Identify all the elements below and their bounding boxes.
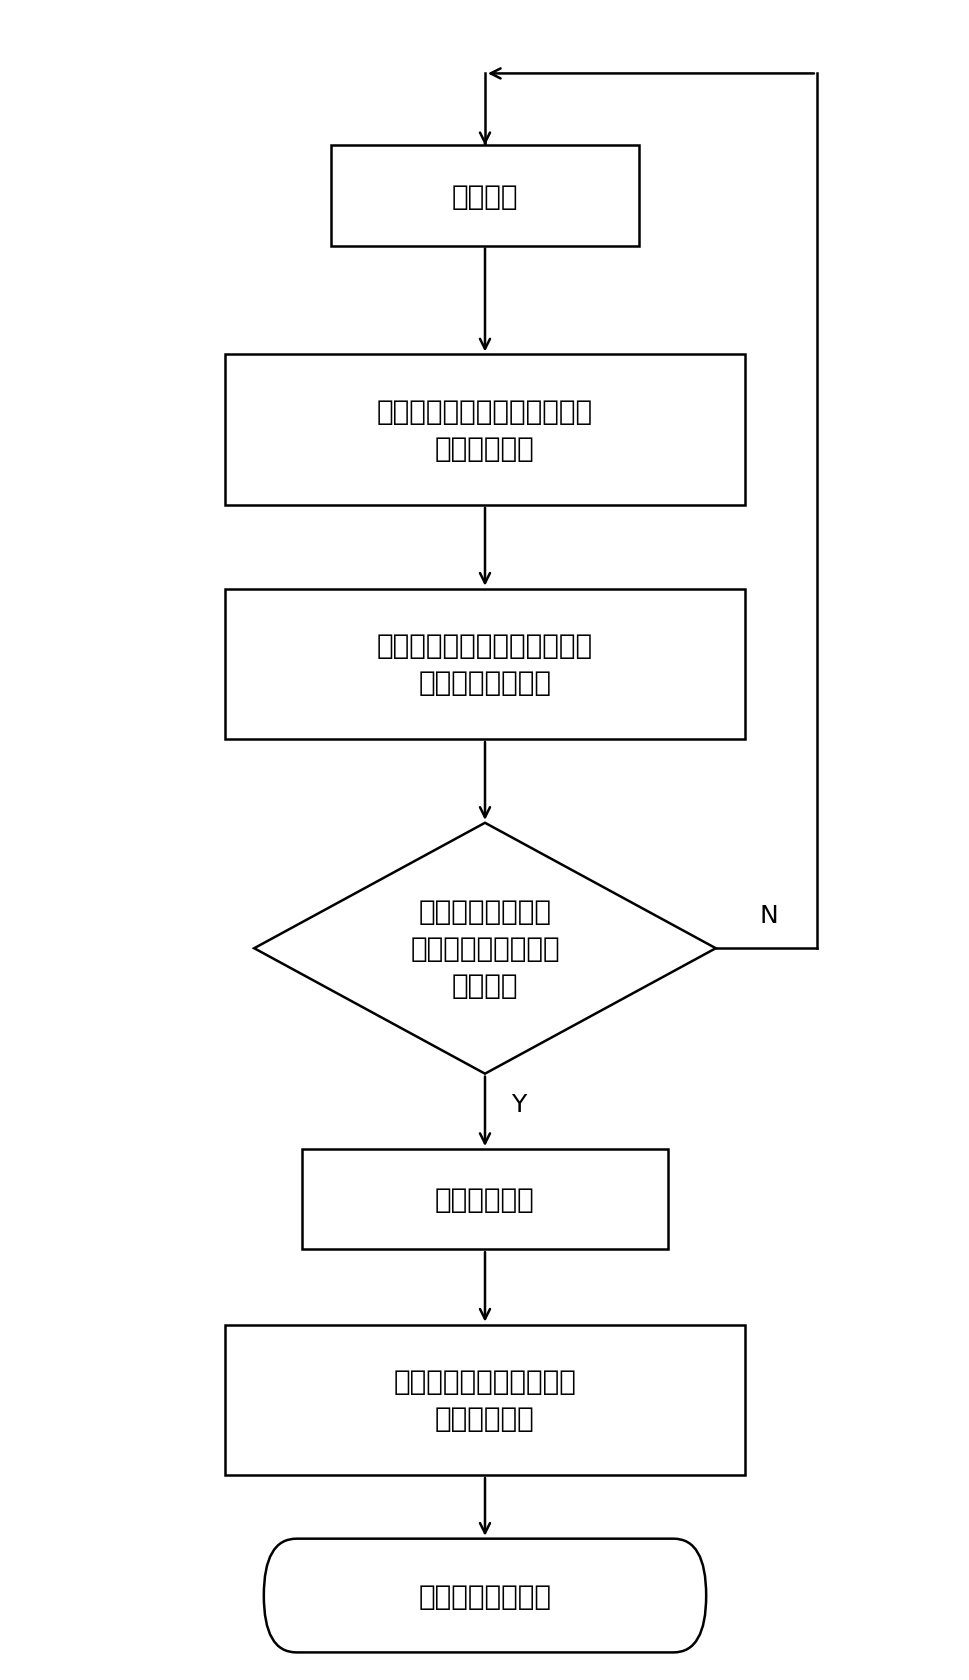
- Polygon shape: [254, 823, 715, 1074]
- Text: Y: Y: [511, 1092, 526, 1116]
- Text: 旋变精极采样数组
最大最小值之差小于
判断常量: 旋变精极采样数组 最大最小值之差小于 判断常量: [410, 897, 559, 1000]
- FancyBboxPatch shape: [225, 1326, 744, 1475]
- Text: N: N: [759, 904, 777, 927]
- FancyBboxPatch shape: [225, 354, 744, 506]
- Text: 内环旋变采样值依次放入采样
数组最后元素: 内环旋变采样值依次放入采样 数组最后元素: [377, 398, 592, 462]
- FancyBboxPatch shape: [302, 1149, 667, 1250]
- Text: 内环旋变精极采样值最大最小
值之差跨区间处理: 内环旋变精极采样值最大最小 值之差跨区间处理: [377, 632, 592, 697]
- Text: 在内环限位位置采集内环
旋变角度信号: 在内环限位位置采集内环 旋变角度信号: [393, 1368, 576, 1433]
- FancyBboxPatch shape: [225, 590, 744, 739]
- Text: 内环到达限位: 内环到达限位: [435, 1186, 534, 1213]
- Text: 内环转动: 内环转动: [452, 183, 517, 210]
- Text: 内环限位判断结束: 内环限位判断结束: [418, 1581, 551, 1609]
- FancyBboxPatch shape: [264, 1539, 705, 1653]
- FancyBboxPatch shape: [330, 146, 639, 247]
